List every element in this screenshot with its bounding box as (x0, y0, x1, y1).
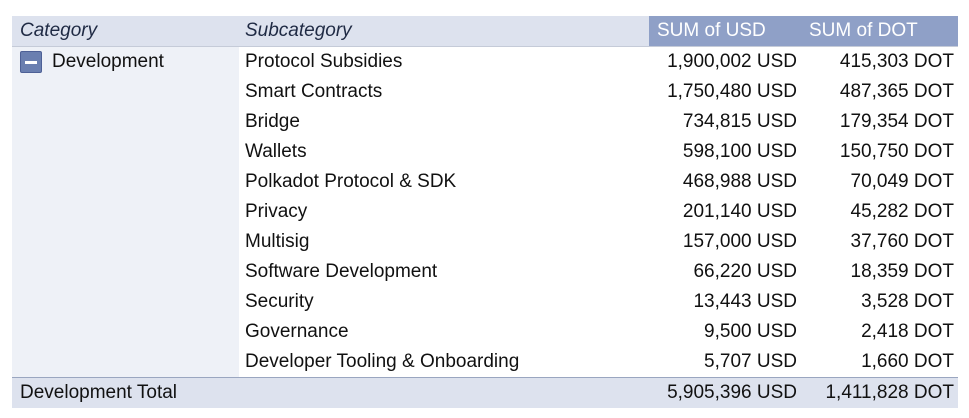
dot-cell[interactable]: 3,528 DOT (861, 291, 954, 312)
table-row: Multisig 157,000 USD 37,760 DOT (12, 227, 958, 257)
dot-cell[interactable]: 70,049 DOT (850, 171, 955, 192)
table-row: Security 13,443 USD 3,528 DOT (12, 287, 958, 317)
usd-cell[interactable]: 734,815 USD (682, 111, 797, 132)
table-body: Development Protocol Subsidies 1,900,002 U… (12, 47, 958, 377)
subcategory-cell[interactable]: Smart Contracts (245, 81, 383, 102)
header-row: Category Subcategory SUM of USD SUM of D… (12, 16, 958, 47)
subcategory-cell[interactable]: Polkadot Protocol & SDK (245, 171, 457, 192)
usd-cell[interactable]: 66,220 USD (693, 261, 797, 282)
subcategory-cell[interactable]: Security (245, 291, 314, 312)
total-label[interactable]: Development Total (20, 382, 178, 403)
dot-cell[interactable]: 179,354 DOT (839, 111, 954, 132)
usd-cell[interactable]: 1,900,002 USD (667, 51, 797, 72)
table-row: Privacy 201,140 USD 45,282 DOT (12, 197, 958, 227)
table-row: Bridge 734,815 USD 179,354 DOT (12, 107, 958, 137)
dot-cell[interactable]: 2,418 DOT (861, 321, 954, 342)
table-row: Polkadot Protocol & SDK 468,988 USD 70,049… (12, 167, 958, 197)
category-header[interactable]: Category (20, 20, 98, 41)
dot-cell[interactable]: 45,282 DOT (850, 201, 955, 222)
subcategory-cell[interactable]: Protocol Subsidies (245, 51, 403, 72)
usd-cell[interactable]: 5,707 USD (704, 351, 797, 372)
subcategory-cell[interactable]: Bridge (245, 111, 300, 132)
usd-cell[interactable]: 468,988 USD (682, 171, 797, 192)
subcategory-cell[interactable]: Privacy (245, 201, 308, 222)
subcategory-header[interactable]: Subcategory (245, 20, 352, 41)
minus-icon[interactable] (20, 51, 42, 73)
total-row: Development Total 5,905,396 USD 1,411,82… (12, 377, 958, 408)
dot-cell[interactable]: 18,359 DOT (850, 261, 955, 282)
subcategory-cell[interactable]: Multisig (245, 231, 310, 252)
usd-cell[interactable]: 9,500 USD (704, 321, 797, 342)
sum-usd-header[interactable]: SUM of USD (649, 16, 801, 46)
usd-cell[interactable]: 13,443 USD (693, 291, 797, 312)
dot-cell[interactable]: 37,760 DOT (850, 231, 955, 252)
subcategory-cell[interactable]: Software Development (245, 261, 438, 282)
usd-cell[interactable]: 157,000 USD (682, 231, 797, 252)
dot-cell[interactable]: 150,750 DOT (839, 141, 954, 162)
table-row: Development Protocol Subsidies 1,900,002 U… (12, 47, 958, 77)
table-row: Smart Contracts 1,750,480 USD 487,365 DOT (12, 77, 958, 107)
category-cell: Development (12, 51, 239, 73)
usd-cell[interactable]: 201,140 USD (682, 201, 797, 222)
subcategory-cell[interactable]: Developer Tooling & Onboarding (245, 351, 520, 372)
table-row: Software Development 66,220 USD 18,359 DOT (12, 257, 958, 287)
category-column-bg (12, 47, 239, 377)
table-row: Developer Tooling & Onboarding 5,707 USD 1… (12, 347, 958, 377)
subcategory-cell[interactable]: Governance (245, 321, 349, 342)
total-usd[interactable]: 5,905,396 USD (667, 382, 797, 403)
total-dot[interactable]: 1,411,828 DOT (825, 382, 954, 403)
usd-cell[interactable]: 1,750,480 USD (667, 81, 797, 102)
pivot-table: Category Subcategory SUM of USD SUM of D… (12, 16, 958, 408)
dot-cell[interactable]: 415,303 DOT (839, 51, 954, 72)
subcategory-cell[interactable]: Wallets (245, 141, 307, 162)
dot-cell[interactable]: 487,365 DOT (839, 81, 954, 102)
table-row: Governance 9,500 USD 2,418 DOT (12, 317, 958, 347)
sum-dot-header[interactable]: SUM of DOT (801, 16, 958, 46)
dot-cell[interactable]: 1,660 DOT (861, 351, 954, 372)
table-row: Wallets 598,100 USD 150,750 DOT (12, 137, 958, 167)
usd-cell[interactable]: 598,100 USD (682, 141, 797, 162)
category-label[interactable]: Development (52, 51, 164, 72)
